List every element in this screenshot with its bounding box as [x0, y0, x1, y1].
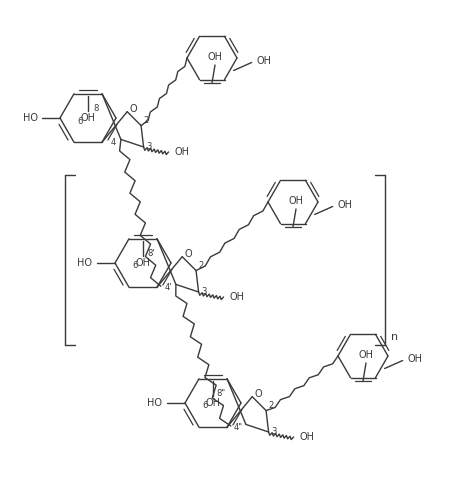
- Text: 4: 4: [110, 138, 115, 147]
- Text: OH: OH: [337, 200, 352, 210]
- Text: n: n: [392, 332, 398, 342]
- Text: 3: 3: [146, 143, 151, 152]
- Text: 3: 3: [201, 287, 206, 296]
- Text: 4': 4': [164, 283, 172, 292]
- Text: O: O: [185, 249, 192, 258]
- Text: OH: OH: [136, 258, 151, 268]
- Text: 6: 6: [77, 116, 83, 126]
- Text: HO: HO: [77, 258, 93, 268]
- Text: HO: HO: [147, 398, 163, 408]
- Text: 2: 2: [268, 401, 274, 410]
- Text: 8: 8: [93, 103, 98, 112]
- Text: OH: OH: [256, 55, 271, 65]
- Text: OH: OH: [206, 398, 220, 408]
- Text: OH: OH: [174, 147, 189, 157]
- Text: 8': 8': [147, 249, 155, 257]
- Text: O: O: [254, 389, 262, 399]
- Text: 6: 6: [202, 402, 207, 411]
- Text: 4": 4": [234, 423, 242, 432]
- Text: OH: OH: [207, 52, 223, 62]
- Text: 2: 2: [198, 261, 204, 270]
- Text: OH: OH: [359, 350, 374, 360]
- Text: OH: OH: [299, 432, 314, 442]
- Text: O: O: [130, 104, 137, 114]
- Text: OH: OH: [229, 292, 244, 302]
- Text: 6: 6: [132, 261, 138, 270]
- Text: 2: 2: [143, 116, 149, 125]
- Text: HO: HO: [22, 113, 38, 123]
- Text: OH: OH: [81, 113, 96, 123]
- Text: OH: OH: [289, 196, 304, 206]
- Text: 3: 3: [271, 428, 276, 437]
- Text: 8": 8": [217, 389, 225, 398]
- Text: OH: OH: [407, 353, 422, 363]
